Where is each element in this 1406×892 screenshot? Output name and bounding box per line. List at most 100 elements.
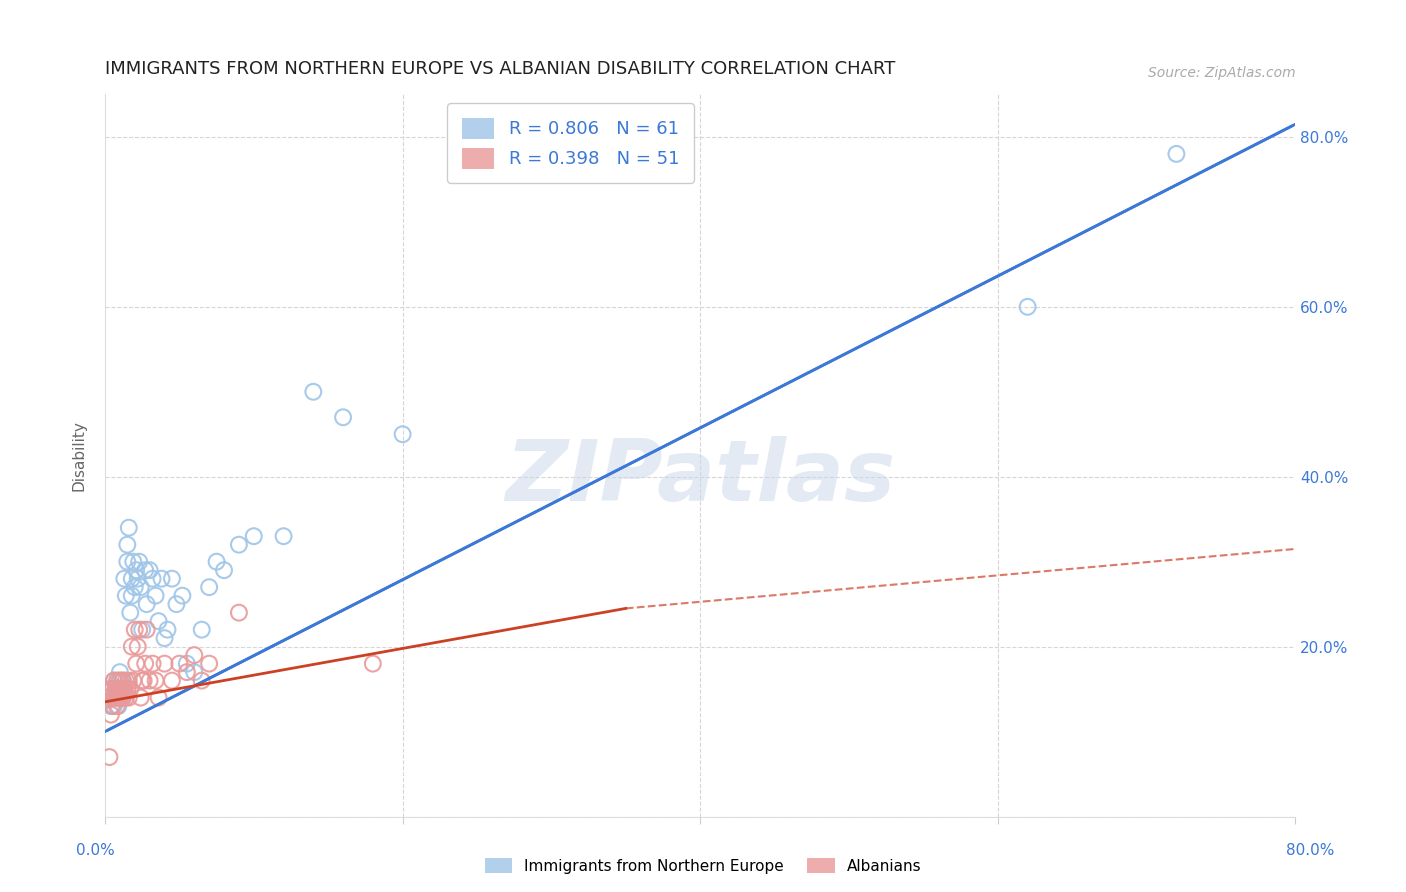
Point: [156, 623, 179, 637]
Text: Source: ZipAtlas.com: Source: ZipAtlas.com: [1147, 66, 1295, 80]
Point: [172, 589, 194, 603]
Point: [228, 538, 250, 552]
Point: [1166, 147, 1188, 161]
Point: [105, 699, 128, 714]
Text: 80.0%: 80.0%: [1286, 843, 1334, 858]
Point: [103, 690, 125, 705]
Point: [131, 623, 153, 637]
Point: [101, 682, 124, 697]
Point: [135, 597, 157, 611]
Point: [121, 640, 143, 654]
Point: [107, 699, 129, 714]
Point: [110, 690, 132, 705]
Point: [100, 707, 122, 722]
Point: [110, 673, 132, 688]
Point: [127, 640, 149, 654]
Point: [114, 673, 136, 688]
Point: [108, 690, 131, 705]
Point: [104, 690, 127, 705]
Point: [148, 690, 170, 705]
Point: [117, 682, 139, 697]
Text: 0.0%: 0.0%: [76, 843, 115, 858]
Point: [134, 657, 156, 671]
Point: [108, 665, 131, 679]
Point: [153, 657, 176, 671]
Point: [117, 538, 139, 552]
Point: [135, 623, 157, 637]
Point: [132, 673, 155, 688]
Point: [112, 572, 135, 586]
Point: [104, 682, 127, 697]
Point: [128, 555, 150, 569]
Point: [124, 623, 146, 637]
Point: [127, 572, 149, 586]
Point: [103, 673, 125, 688]
Point: [105, 690, 128, 705]
Point: [111, 673, 134, 688]
Point: [104, 690, 127, 705]
Point: [121, 589, 143, 603]
Point: [190, 623, 212, 637]
Point: [183, 648, 205, 662]
Point: [100, 699, 122, 714]
Point: [138, 563, 160, 577]
Point: [212, 563, 235, 577]
Point: [112, 682, 135, 697]
Text: IMMIGRANTS FROM NORTHERN EUROPE VS ALBANIAN DISABILITY CORRELATION CHART: IMMIGRANTS FROM NORTHERN EUROPE VS ALBAN…: [105, 60, 896, 78]
Point: [122, 555, 145, 569]
Point: [228, 606, 250, 620]
Point: [120, 682, 142, 697]
Point: [391, 427, 413, 442]
Point: [101, 699, 124, 714]
Point: [165, 597, 187, 611]
Point: [111, 690, 134, 705]
Point: [205, 555, 228, 569]
Point: [125, 563, 148, 577]
Point: [103, 673, 125, 688]
Point: [142, 657, 165, 671]
Point: [122, 673, 145, 688]
Point: [100, 682, 122, 697]
Point: [124, 580, 146, 594]
Point: [104, 682, 127, 697]
Legend: R = 0.806   N = 61, R = 0.398   N = 51: R = 0.806 N = 61, R = 0.398 N = 51: [447, 103, 693, 183]
Point: [332, 410, 354, 425]
Point: [98, 750, 121, 764]
Point: [142, 572, 165, 586]
Point: [111, 673, 134, 688]
Point: [361, 657, 384, 671]
Point: [153, 631, 176, 645]
Point: [107, 682, 129, 697]
Point: [120, 606, 142, 620]
Point: [150, 572, 173, 586]
Point: [273, 529, 295, 543]
Point: [103, 699, 125, 714]
Point: [97, 690, 120, 705]
Point: [190, 673, 212, 688]
Point: [128, 623, 150, 637]
Point: [129, 690, 152, 705]
Point: [198, 580, 221, 594]
Point: [138, 673, 160, 688]
Point: [111, 690, 134, 705]
Point: [134, 563, 156, 577]
Point: [169, 657, 191, 671]
Point: [105, 682, 128, 697]
Point: [108, 690, 131, 705]
Point: [107, 690, 129, 705]
Point: [114, 589, 136, 603]
Point: [117, 555, 139, 569]
Point: [148, 614, 170, 628]
Point: [125, 657, 148, 671]
Point: [198, 657, 221, 671]
Point: [183, 665, 205, 679]
Point: [110, 682, 132, 697]
Point: [101, 690, 124, 705]
Point: [131, 673, 153, 688]
Point: [176, 657, 198, 671]
Point: [108, 673, 131, 688]
Point: [145, 673, 167, 688]
Point: [112, 682, 135, 697]
Point: [118, 673, 141, 688]
Legend: Immigrants from Northern Europe, Albanians: Immigrants from Northern Europe, Albania…: [478, 852, 928, 880]
